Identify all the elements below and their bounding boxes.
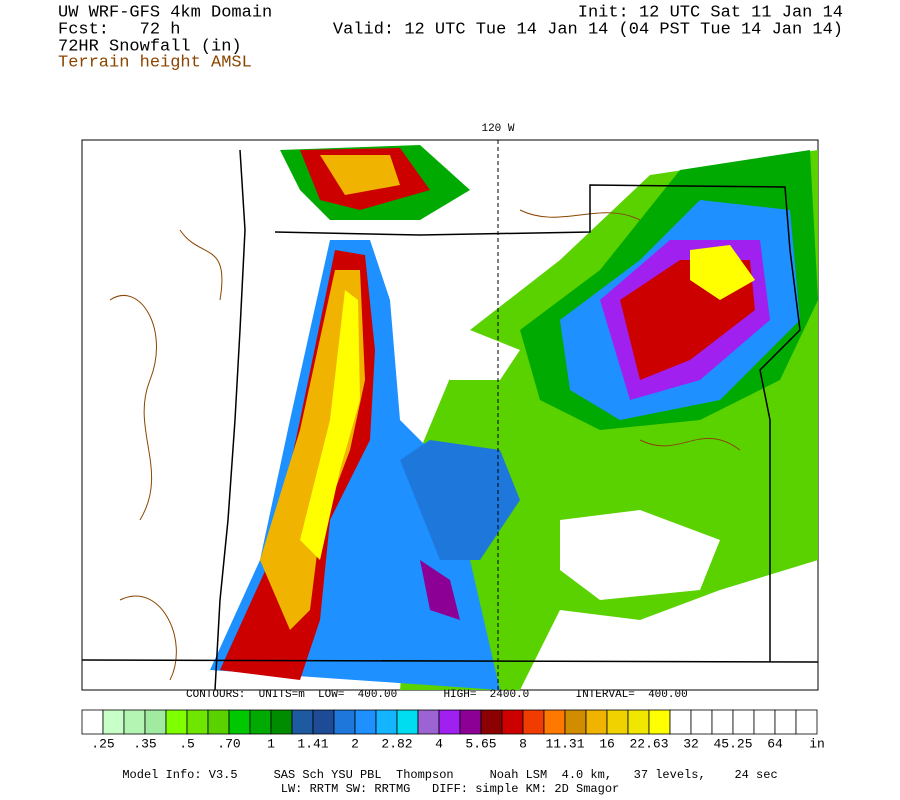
colorbar-swatch [438, 709, 461, 735]
model-title: UW WRF-GFS 4km Domain [58, 3, 272, 22]
colorbar-swatch [753, 709, 776, 735]
snow-shade [300, 290, 360, 560]
colorbar-label: .25 [91, 736, 114, 751]
valid-time: Valid: 12 UTC Tue 14 Jan 14 (04 PST Tue … [333, 20, 843, 39]
colorbar-swatch [627, 709, 650, 735]
colorbar-label: 11.31 [545, 736, 584, 751]
colorbar-label: .35 [133, 736, 156, 751]
colorbar-swatch [501, 709, 524, 735]
colorbar-swatch [795, 709, 818, 735]
colorbar-label: 32 [683, 736, 699, 751]
colorbar-swatch [312, 709, 335, 735]
colorbar-swatch [228, 709, 251, 735]
contour-field: Terrain height AMSL [58, 53, 252, 72]
colorbar-swatch [291, 709, 314, 735]
colorbar-swatch [270, 709, 293, 735]
colorbar-swatch [396, 709, 419, 735]
colorbar-swatch [144, 709, 167, 735]
colorbar-swatch [543, 709, 566, 735]
contour-info: CONTOURS: UNITS=m LOW= 400.00 HIGH= 2400… [186, 689, 688, 701]
colorbar-swatch [690, 709, 713, 735]
snow-shade [560, 510, 720, 600]
colorbar-swatch [186, 709, 209, 735]
colorbar-label: 8 [519, 736, 527, 751]
colorbar-swatch [648, 709, 671, 735]
colorbar-label: 2 [351, 736, 359, 751]
coastline [214, 149, 246, 691]
terrain-contour [109, 209, 741, 681]
colorbar-label: 5.65 [465, 736, 496, 751]
colorbar-swatch [564, 709, 587, 735]
state-border [81, 184, 819, 663]
colorbar-label: 2.82 [381, 736, 412, 751]
map: 120 W CONTOURS: UNITS=m LOW= 400.00 HIGH… [81, 123, 819, 701]
snow-shade [690, 245, 755, 300]
colorbar-label: 16 [599, 736, 615, 751]
colorbar-swatch [102, 709, 125, 735]
colorbar-swatch [585, 709, 608, 735]
physics-info: LW: RRTM SW: RRTMG DIFF: simple KM: 2D S… [281, 782, 619, 796]
init-time: Init: 12 UTC Sat 11 Jan 14 [578, 3, 843, 22]
snow-shade [400, 440, 520, 560]
colorbar-swatch [711, 709, 734, 735]
snow-shade [420, 560, 460, 620]
colorbar-swatch [480, 709, 503, 735]
colorbar-swatch [165, 709, 188, 735]
meridian-label: 120 W [481, 123, 514, 135]
colorbar-swatch [774, 709, 797, 735]
colorbar-swatch [417, 709, 440, 735]
colorbar-swatch [123, 709, 146, 735]
colorbar-label: .5 [179, 736, 195, 751]
colorbar-label: 45.25 [713, 736, 752, 751]
colorbar: .25 .35 .5 .70 1 1.41 2 2.82 4 5.65 8 11.31 16 22.63 3… [81, 709, 825, 751]
snow-shade [440, 330, 520, 380]
colorbar-label: 22.63 [629, 736, 668, 751]
model-info: Model Info: V3.5 SAS Sch YSU PBL Thompso… [122, 768, 777, 782]
colorbar-swatch [732, 709, 755, 735]
colorbar-label: 4 [435, 736, 443, 751]
colorbar-swatch [249, 709, 272, 735]
colorbar-swatch [354, 709, 377, 735]
colorbar-label: 1.41 [297, 736, 328, 751]
colorbar-swatch [333, 709, 356, 735]
forecast-hour: Fcst: 72 h [58, 20, 180, 39]
colorbar-label: .70 [217, 736, 240, 751]
colorbar-unit: in [809, 736, 825, 751]
snow-shade [320, 155, 400, 195]
colorbar-swatch [606, 709, 629, 735]
colorbar-label: 64 [767, 736, 783, 751]
colorbar-swatch [207, 709, 230, 735]
colorbar-label: 1 [267, 736, 275, 751]
field-name: 72HR Snowfall (in) [58, 37, 242, 56]
colorbar-swatch [81, 709, 104, 735]
colorbar-swatch [459, 709, 482, 735]
colorbar-swatch [522, 709, 545, 735]
colorbar-swatch [669, 709, 692, 735]
colorbar-swatch [375, 709, 398, 735]
